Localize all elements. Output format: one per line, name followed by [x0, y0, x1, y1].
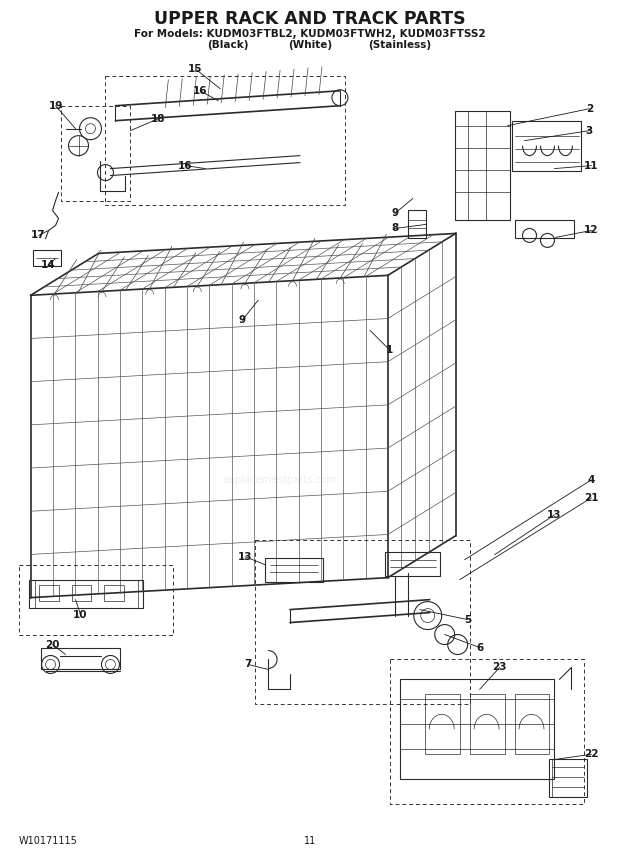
Text: 8: 8 [391, 223, 399, 234]
Text: UPPER RACK AND TRACK PARTS: UPPER RACK AND TRACK PARTS [154, 10, 466, 28]
Text: 11: 11 [584, 161, 599, 170]
Text: 17: 17 [31, 230, 46, 241]
Bar [469, 694, 505, 754]
Text: 10: 10 [73, 609, 88, 620]
Bar [549, 759, 587, 797]
Bar [425, 694, 459, 754]
Text: 2: 2 [586, 104, 593, 114]
Text: 22: 22 [584, 749, 599, 759]
Text: 16: 16 [193, 86, 208, 96]
Bar [38, 585, 58, 601]
Bar [400, 680, 554, 779]
Text: 19: 19 [48, 101, 63, 110]
Bar [104, 585, 125, 601]
Text: 13: 13 [547, 510, 562, 520]
Text: 14: 14 [42, 260, 56, 270]
Text: 1: 1 [386, 345, 394, 355]
Bar [515, 221, 574, 239]
Text: 20: 20 [45, 639, 60, 650]
Text: 12: 12 [584, 225, 599, 235]
Bar [454, 110, 510, 221]
Text: 4: 4 [588, 475, 595, 484]
Text: 21: 21 [584, 493, 599, 502]
Bar [265, 558, 323, 582]
Text: 16: 16 [178, 161, 193, 170]
Bar [515, 694, 549, 754]
Text: 15: 15 [188, 64, 203, 74]
Bar [40, 647, 120, 669]
Bar [71, 585, 92, 601]
Bar [29, 580, 143, 608]
Text: 13: 13 [238, 552, 252, 562]
Text: 11: 11 [304, 836, 316, 846]
Text: For Models: KUDM03FTBL2, KUDM03FTWH2, KUDM03FTSS2: For Models: KUDM03FTBL2, KUDM03FTWH2, KU… [134, 29, 486, 39]
Text: 23: 23 [492, 663, 507, 673]
Text: 9: 9 [391, 209, 399, 218]
Text: W10171115: W10171115 [19, 836, 78, 846]
Text: (Stainless): (Stainless) [368, 40, 432, 50]
Bar [33, 251, 61, 266]
Bar [385, 552, 440, 576]
Text: 7: 7 [244, 659, 252, 669]
Text: eaplacementparts.com: eaplacementparts.com [224, 475, 337, 484]
Text: (Black): (Black) [208, 40, 249, 50]
Text: 3: 3 [586, 126, 593, 135]
Text: 5: 5 [464, 615, 471, 625]
Text: 6: 6 [476, 643, 483, 652]
Bar [408, 211, 426, 239]
Text: 18: 18 [151, 114, 166, 124]
Text: (White): (White) [288, 40, 332, 50]
Text: 9: 9 [239, 315, 246, 325]
Bar [512, 121, 582, 170]
